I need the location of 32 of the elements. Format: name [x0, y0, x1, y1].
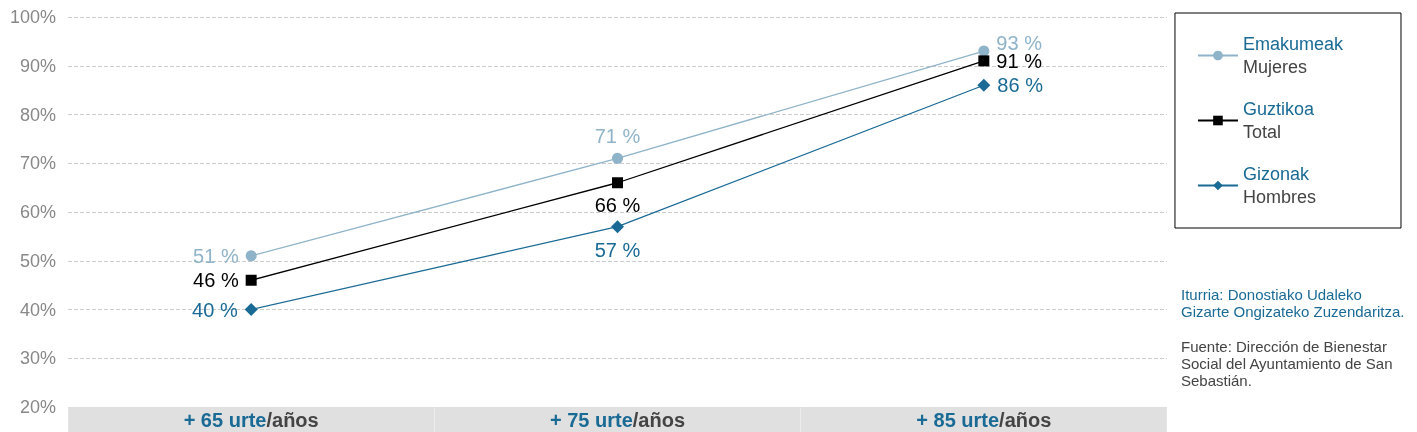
x-tick-label: + 85 urte/años	[916, 408, 1052, 431]
point	[245, 274, 257, 286]
source-note: Fuente: Dirección de Bienestar Social del Ayuntamiento de San Sebastián.	[1181, 338, 1397, 389]
point	[612, 152, 623, 164]
data-label: 71 %	[594, 124, 641, 147]
point	[977, 78, 991, 92]
data-label: 86 %	[997, 74, 1044, 97]
x-tick-label: + 65 urte/años	[183, 408, 319, 431]
legend-label: Guztikoa Total	[1242, 99, 1315, 142]
data-label: 66 %	[594, 194, 641, 217]
x-tick-label: + 75 urte/años	[549, 408, 686, 431]
legend-label: Emakumeak Mujeres	[1242, 34, 1344, 77]
y-tick-label: 100%	[9, 7, 56, 27]
point	[612, 177, 623, 189]
y-tick-label: 60%	[19, 202, 56, 222]
data-label: 57 %	[594, 239, 641, 262]
y-tick-label: 80%	[19, 104, 56, 125]
y-tick-label: 50%	[19, 250, 56, 271]
data-label: 46 %	[193, 269, 239, 292]
data-label: 40 %	[192, 298, 238, 321]
point	[245, 250, 257, 262]
y-tick-label: 40%	[19, 299, 56, 320]
point	[611, 220, 624, 234]
text: Iturria: Donostiako Udaleko Gizarte Ongizateko Zuzendaritza.	[1181, 286, 1405, 320]
legend-label: Gizonak Hombres	[1242, 164, 1316, 207]
point	[978, 55, 990, 67]
y-tick-label: 70%	[19, 153, 56, 174]
y-tick-label: 20%	[19, 397, 56, 417]
data-label: 51 %	[193, 244, 239, 267]
point	[244, 303, 258, 316]
y-tick-label: 30%	[19, 348, 56, 369]
y-tick-label: 90%	[19, 55, 56, 76]
